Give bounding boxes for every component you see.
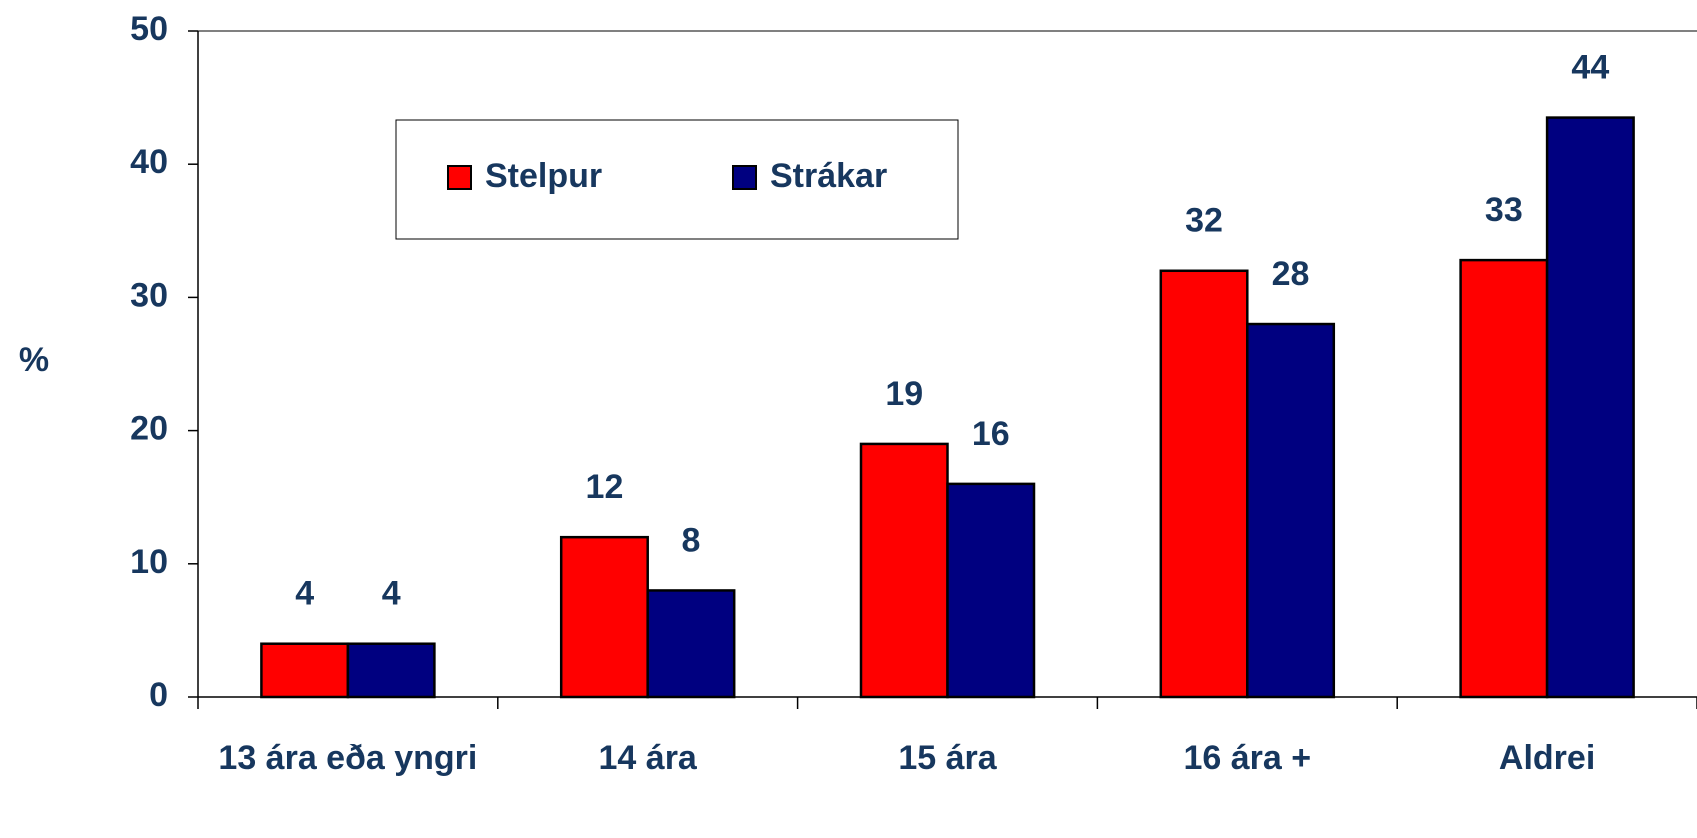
data-label: 4 xyxy=(382,575,401,613)
legend-swatch xyxy=(732,165,757,190)
bar xyxy=(946,482,1036,699)
data-label: 33 xyxy=(1485,191,1523,229)
bar xyxy=(346,642,436,699)
data-label: 12 xyxy=(586,468,624,506)
data-label: 44 xyxy=(1571,49,1609,87)
bar xyxy=(260,642,350,699)
x-tick-label: 14 ára xyxy=(598,739,697,777)
bar xyxy=(1545,116,1635,699)
data-label: 32 xyxy=(1185,202,1223,240)
y-axis-label: % xyxy=(19,341,49,379)
bar xyxy=(1246,322,1336,699)
legend-label: Strákar xyxy=(770,157,887,195)
y-tick-label: 30 xyxy=(130,276,168,314)
bar xyxy=(559,535,649,699)
y-tick-label: 0 xyxy=(149,676,168,714)
legend-label: Stelpur xyxy=(485,157,602,195)
x-tick-label: 15 ára xyxy=(898,739,997,777)
y-tick-label: 20 xyxy=(130,410,168,448)
y-tick-label: 10 xyxy=(130,543,168,581)
x-tick-label: 13 ára eða yngri xyxy=(218,739,478,777)
x-tick-label: Aldrei xyxy=(1498,739,1596,777)
bar xyxy=(1159,269,1249,699)
data-label: 28 xyxy=(1272,255,1310,293)
bar xyxy=(646,589,736,699)
y-tick-label: 40 xyxy=(130,143,168,181)
bar xyxy=(1459,258,1549,699)
data-label: 16 xyxy=(972,415,1010,453)
y-tick-label: 50 xyxy=(130,10,168,48)
legend-swatch xyxy=(447,165,472,190)
x-tick-label: 16 ára + xyxy=(1183,739,1312,777)
legend-box xyxy=(395,119,959,240)
data-label: 4 xyxy=(295,575,314,613)
data-label: 8 xyxy=(681,521,700,559)
bar xyxy=(859,442,949,699)
data-label: 19 xyxy=(885,375,923,413)
